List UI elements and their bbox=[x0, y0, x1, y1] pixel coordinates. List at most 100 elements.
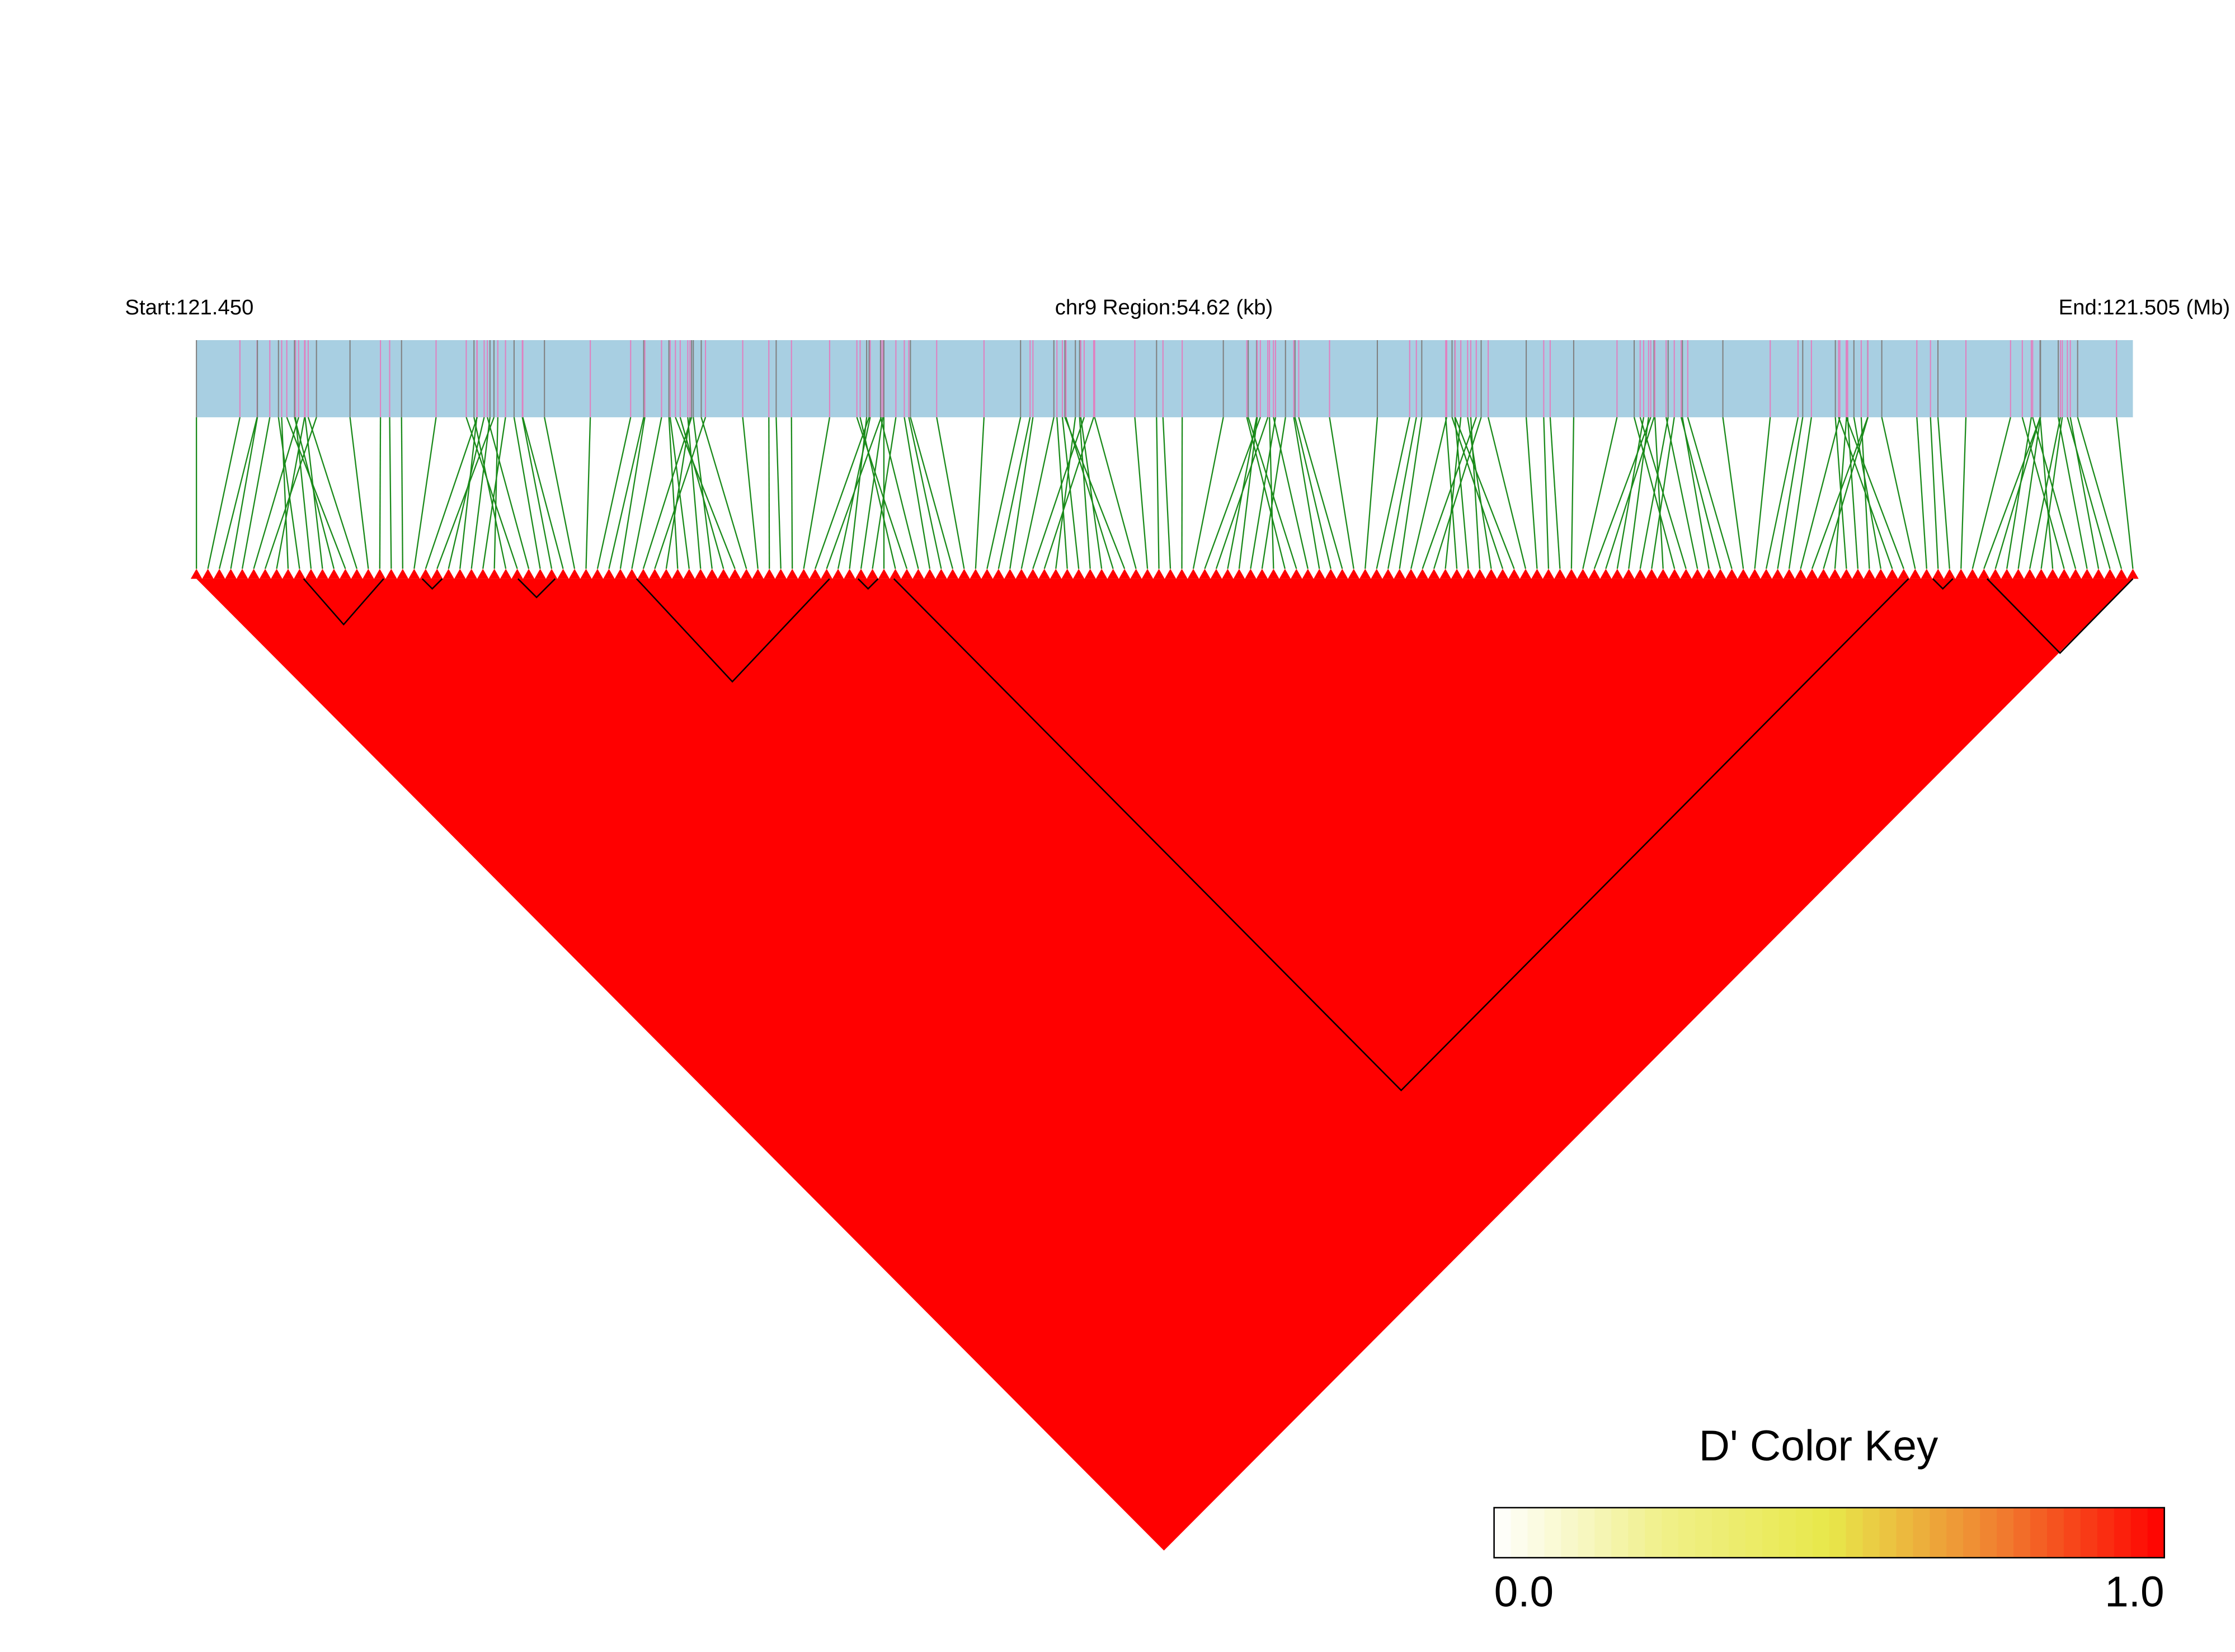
snp-cap bbox=[1314, 568, 1325, 579]
snp-connector bbox=[1582, 417, 1618, 569]
snp-connector bbox=[465, 417, 518, 570]
snp-cap bbox=[2035, 568, 2047, 579]
snp-connector bbox=[608, 417, 644, 569]
snp-cap bbox=[443, 568, 454, 579]
snp-cap bbox=[1291, 568, 1302, 579]
snp-connector bbox=[693, 417, 713, 569]
color-key-step bbox=[1762, 1507, 1780, 1558]
snp-connector bbox=[1181, 417, 1183, 569]
color-key-step bbox=[1812, 1507, 1830, 1558]
snp-cap bbox=[305, 568, 317, 579]
snp-cap bbox=[1508, 568, 1520, 579]
snp-cap bbox=[1565, 568, 1578, 579]
color-key-step bbox=[1829, 1507, 1847, 1558]
color-key-step bbox=[2080, 1507, 2098, 1558]
snp-cap bbox=[786, 568, 798, 579]
snp-cap bbox=[970, 568, 982, 579]
snp-cap bbox=[867, 568, 878, 579]
snp-cap bbox=[1898, 568, 1910, 579]
snp-cap bbox=[488, 568, 500, 579]
snp-cap bbox=[1245, 568, 1257, 579]
snp-connector bbox=[908, 417, 942, 569]
color-key-step bbox=[1795, 1507, 1813, 1558]
snp-connector bbox=[1916, 417, 1927, 569]
color-key-step bbox=[1628, 1507, 1646, 1558]
snp-cap bbox=[1519, 568, 1532, 579]
haplotype-blocks bbox=[303, 578, 2134, 1091]
snp-connector bbox=[1298, 417, 1343, 570]
snp-connector bbox=[815, 417, 870, 570]
snp-cap bbox=[1348, 568, 1359, 579]
snp-cap bbox=[1989, 568, 2001, 579]
snp-connector bbox=[742, 417, 759, 569]
snp-cap bbox=[328, 568, 340, 579]
snp-cap bbox=[660, 568, 672, 579]
snp-cap bbox=[2069, 568, 2082, 579]
snp-cap bbox=[271, 568, 283, 579]
snp-cap bbox=[1966, 568, 1978, 579]
snp-connector bbox=[803, 417, 831, 569]
snp-cap bbox=[1337, 568, 1348, 579]
snp-connector bbox=[904, 417, 931, 569]
color-key-step bbox=[2013, 1507, 2031, 1558]
snp-cap bbox=[385, 568, 397, 579]
snp-connector bbox=[1525, 417, 1538, 569]
snp-cap bbox=[465, 568, 477, 579]
snp-connector bbox=[487, 417, 530, 569]
snp-cap bbox=[1611, 568, 1624, 579]
snp-connector bbox=[1654, 417, 1664, 569]
snp-cap bbox=[1015, 568, 1028, 579]
snp-cap bbox=[2001, 568, 2013, 579]
snp-connector bbox=[665, 417, 691, 569]
block-outline bbox=[893, 578, 1909, 1091]
snp-connector bbox=[1994, 417, 2041, 570]
snp-connector bbox=[281, 417, 289, 569]
block-outline bbox=[421, 578, 443, 590]
color-key-step bbox=[2030, 1507, 2048, 1558]
snp-cap bbox=[1474, 568, 1486, 579]
snp-cap bbox=[340, 568, 351, 579]
snp-cap bbox=[1394, 568, 1405, 579]
color-key-step bbox=[1913, 1507, 1931, 1558]
snp-connector bbox=[675, 417, 736, 570]
snp-cap bbox=[213, 568, 225, 579]
snp-connector bbox=[436, 417, 495, 570]
snp-cap bbox=[1497, 568, 1509, 579]
snp-cap bbox=[1004, 568, 1016, 579]
color-key-step bbox=[1846, 1507, 1864, 1558]
snp-cap bbox=[1668, 568, 1681, 579]
snp-connector bbox=[473, 417, 507, 569]
snp-connector bbox=[1451, 417, 1504, 570]
snp-connector bbox=[1269, 417, 1274, 569]
snp-cap bbox=[718, 568, 730, 579]
snp-cap bbox=[1256, 568, 1268, 579]
snp-connector bbox=[1134, 417, 1149, 569]
snp-connector bbox=[1204, 417, 1261, 570]
snp-connector bbox=[544, 417, 576, 569]
snp-connector bbox=[1156, 417, 1160, 569]
snp-cap bbox=[1852, 568, 1864, 579]
snp-cap bbox=[1714, 568, 1726, 579]
snp-cap bbox=[2104, 568, 2116, 579]
snp-connector bbox=[1823, 417, 1869, 570]
snp-connector bbox=[1838, 417, 1893, 570]
snp-connector bbox=[1754, 417, 1771, 569]
snp-connector bbox=[619, 417, 646, 569]
snp-cap bbox=[202, 568, 214, 579]
color-key-step bbox=[1544, 1507, 1562, 1558]
block-outline bbox=[1932, 578, 1954, 590]
snp-connector bbox=[1009, 417, 1034, 569]
snp-connector bbox=[2116, 417, 2134, 569]
snp-connector bbox=[1549, 417, 1561, 569]
snp-connector bbox=[859, 417, 896, 569]
snp-connector bbox=[1470, 417, 1481, 569]
snp-cap bbox=[545, 568, 558, 579]
snp-connector bbox=[1971, 417, 2011, 569]
snp-connector bbox=[1433, 417, 1482, 570]
color-key-step bbox=[1578, 1507, 1596, 1558]
snp-connector bbox=[1687, 417, 1733, 570]
snp-markers bbox=[190, 340, 2139, 579]
snp-connector bbox=[1593, 417, 1651, 570]
snp-cap bbox=[1417, 568, 1428, 579]
